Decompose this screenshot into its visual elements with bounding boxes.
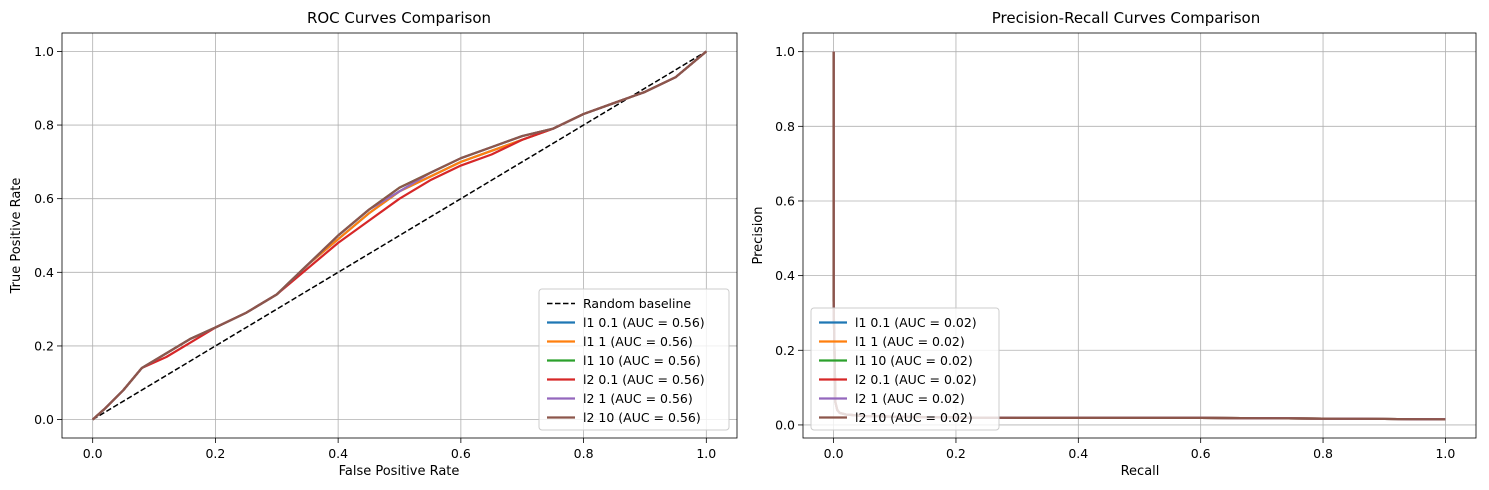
roc-xtick-label-2: 0.4 (328, 446, 348, 461)
pr-ticks: 0.0 0.2 0.4 0.6 0.8 1.0 0.0 0.2 0.4 0.6 0.8 1.0 (775, 44, 1455, 461)
roc-legend-label-3: l1 10 (AUC = 0.56) (583, 353, 701, 368)
roc-xtick-label-3: 0.6 (451, 446, 471, 461)
pr-legend-label-3: l2 0.1 (AUC = 0.02) (855, 372, 977, 387)
roc-series-line-6 (91, 50, 708, 421)
pr-xtick-label-1: 0.2 (946, 446, 966, 461)
pr-legend-label-5: l2 10 (AUC = 0.02) (855, 410, 973, 425)
roc-series-line-0 (92, 50, 707, 421)
roc-axes-frame (61, 32, 738, 439)
roc-ytick-label-0: 0.0 (34, 412, 54, 427)
pr-xtick-label-5: 1.0 (1435, 446, 1455, 461)
roc-ytick-label-4: 0.8 (34, 118, 54, 133)
roc-ytick-label-2: 0.4 (34, 265, 54, 280)
pr-legend-box (810, 307, 1000, 431)
roc-ytick-label-5: 1.0 (34, 44, 54, 59)
roc-xtick-label-5: 1.0 (696, 446, 716, 461)
roc-legend-label-0: Random baseline (583, 296, 691, 311)
pr-xtick-label-4: 0.8 (1313, 446, 1333, 461)
roc-legend: Random baseline l1 0.1 (AUC = 0.56) l1 1 (… (538, 288, 730, 431)
pr-xtick-label-0: 0.0 (824, 446, 844, 461)
roc-grid (62, 33, 737, 438)
pr-ylabel: Precision (751, 206, 766, 264)
roc-xtick-label-0: 0.0 (83, 446, 103, 461)
roc-ytick-label-3: 0.6 (34, 191, 54, 206)
pr-ytick-label-1: 0.2 (775, 343, 795, 358)
pr-legend: l1 0.1 (AUC = 0.02) l1 1 (AUC = 0.02) l1 1… (810, 307, 1000, 431)
pr-ytick-label-5: 1.0 (775, 44, 795, 59)
pr-ytick-label-3: 0.6 (775, 193, 795, 208)
pr-legend-label-2: l1 10 (AUC = 0.02) (855, 353, 973, 368)
roc-xtick-label-1: 0.2 (205, 446, 225, 461)
roc-ticks: 0.0 0.2 0.4 0.6 0.8 1.0 0.0 0.2 0.4 0.6 0.8 1.0 (34, 44, 716, 461)
pr-title: Precision-Recall Curves Comparison (992, 9, 1261, 27)
roc-legend-label-2: l1 1 (AUC = 0.56) (583, 334, 693, 349)
roc-xlabel: False Positive Rate (339, 464, 460, 479)
pr-legend-label-1: l1 1 (AUC = 0.02) (855, 334, 965, 349)
pr-ytick-label-4: 0.8 (775, 119, 795, 134)
pr-legend-label-0: l1 0.1 (AUC = 0.02) (855, 315, 977, 330)
roc-ytick-label-1: 0.2 (34, 338, 54, 353)
roc-legend-label-5: l2 1 (AUC = 0.56) (583, 391, 693, 406)
roc-xtick-label-4: 0.8 (574, 446, 594, 461)
roc-legend-label-6: l2 10 (AUC = 0.56) (583, 410, 701, 425)
pr-legend-label-4: l2 1 (AUC = 0.02) (855, 391, 965, 406)
roc-title: ROC Curves Comparison (307, 9, 491, 27)
roc-ylabel: True Positive Rate (9, 178, 24, 295)
pr-xlabel: Recall (1121, 464, 1160, 479)
pr-xtick-label-3: 0.6 (1191, 446, 1211, 461)
pr-panel: Precision-Recall Curves Comparison 0.0 0.… (751, 9, 1477, 479)
roc-lines (91, 50, 708, 421)
pr-axes-frame (802, 32, 1477, 439)
roc-legend-label-4: l2 0.1 (AUC = 0.56) (583, 372, 705, 387)
roc-panel: ROC Curves Comparison 0.0 0.2 0.4 0.6 0.8 1.0… (9, 9, 738, 479)
pr-ytick-label-2: 0.4 (775, 268, 795, 283)
pr-xtick-label-2: 0.4 (1068, 446, 1088, 461)
roc-legend-label-1: l1 0.1 (AUC = 0.56) (583, 315, 705, 330)
roc-legend-box (538, 288, 730, 431)
pr-ytick-label-0: 0.0 (775, 417, 795, 432)
